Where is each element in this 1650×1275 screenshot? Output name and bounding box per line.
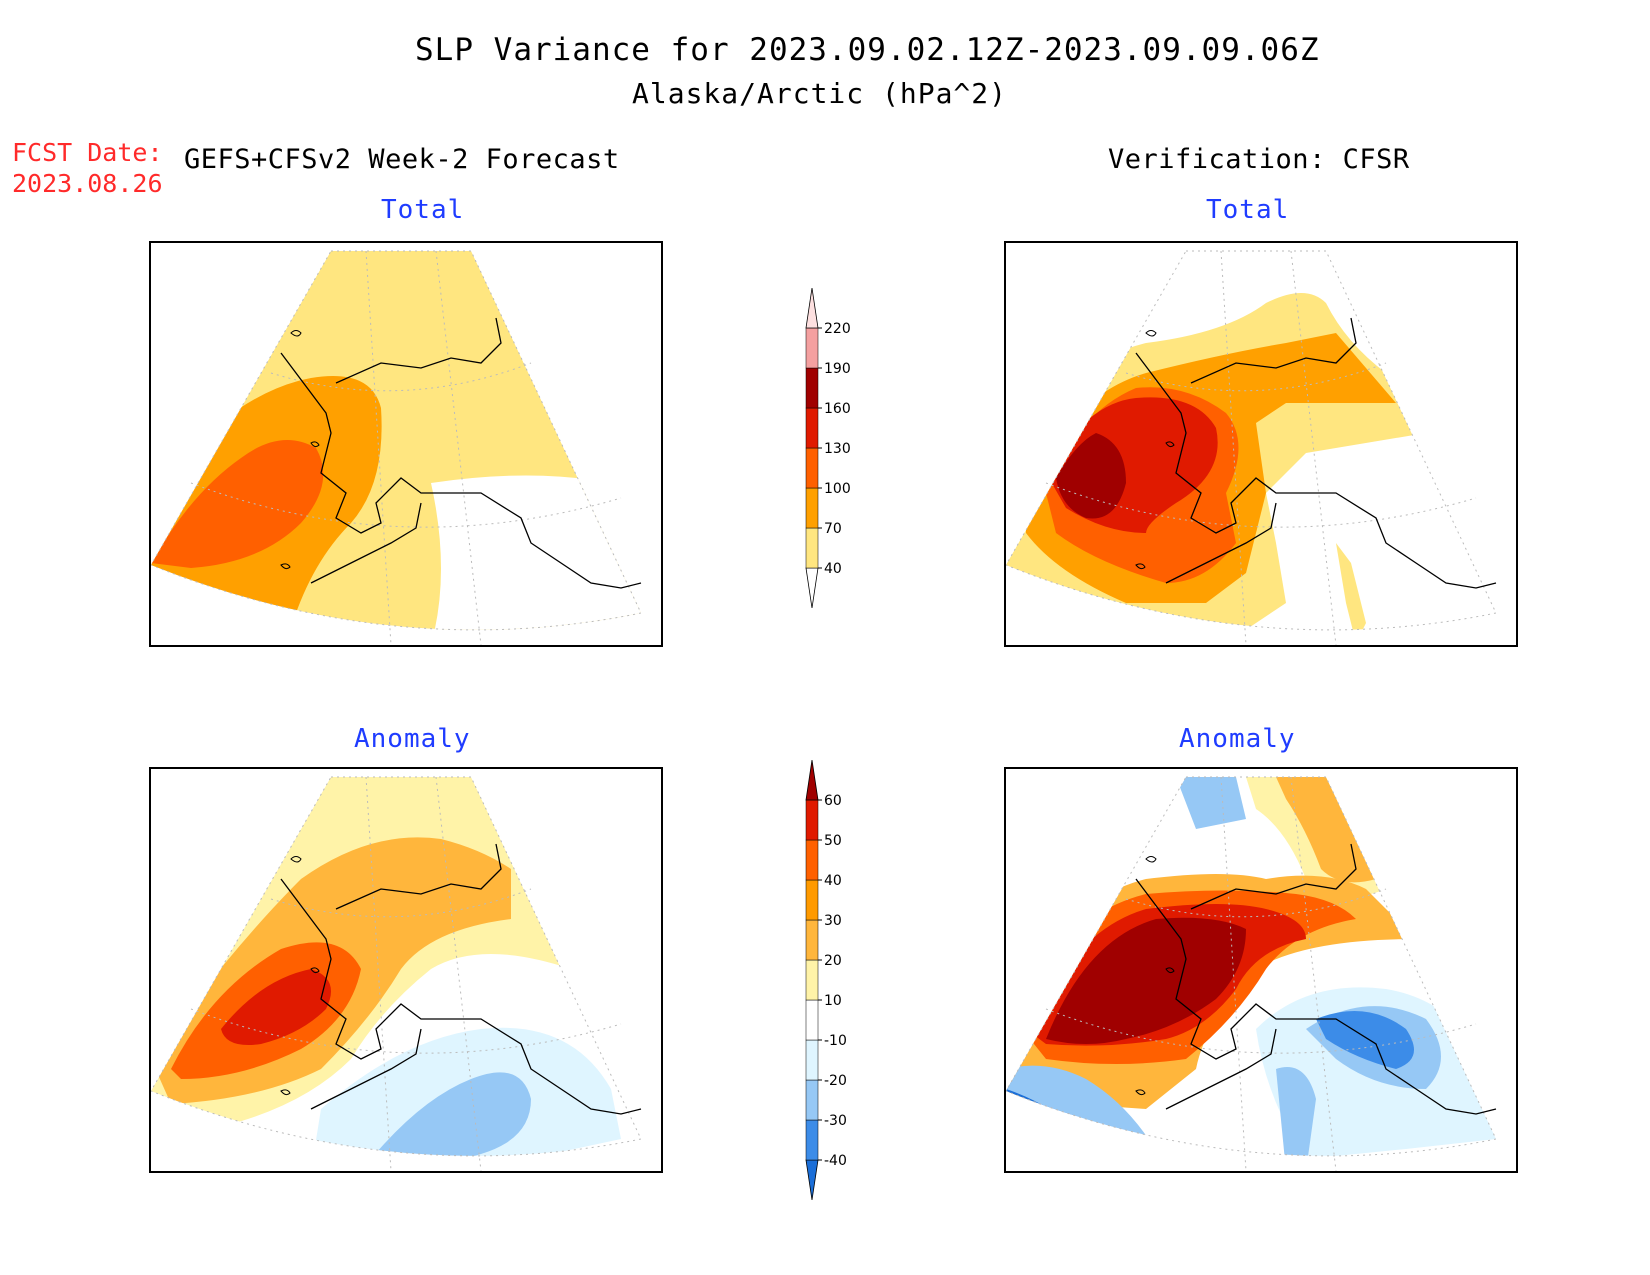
- colorbar-segment: [805, 527, 819, 569]
- forecast-anomaly-map: [149, 767, 663, 1173]
- verification-anomaly-title: Anomaly: [1179, 724, 1296, 754]
- colorbar-label: -10: [824, 1033, 847, 1049]
- colorbar-label: 160: [824, 401, 851, 417]
- colorbar-label: 60: [824, 793, 842, 809]
- colorbar-label: -30: [824, 1113, 847, 1129]
- verification-total-title: Total: [1206, 195, 1290, 225]
- colorbar-segment: [805, 1079, 819, 1121]
- colorbar-label: 190: [824, 361, 851, 377]
- colorbar-segment: [805, 799, 819, 841]
- colorbar-segment: [805, 447, 819, 489]
- anomaly-colorbar: -40 -30 -20 -10 10 20 30 40 50 60: [805, 759, 847, 1201]
- colorbar-label: 40: [824, 873, 842, 889]
- colorbar-segment: [805, 487, 819, 529]
- colorbar-tip-high: [805, 287, 819, 329]
- forecast-anomaly-title: Anomaly: [354, 724, 471, 754]
- verification-total-map: [1004, 241, 1518, 647]
- colorbar-segment: [805, 839, 819, 881]
- verification-header: Verification: CFSR: [1108, 144, 1410, 175]
- colorbar-label: 20: [824, 953, 842, 969]
- colorbar-segment: [805, 367, 819, 409]
- colorbar-label: 70: [824, 521, 842, 537]
- colorbar-tip-high: [805, 759, 819, 801]
- colorbar-label: 40: [824, 561, 842, 577]
- colorbar-label: 130: [824, 441, 851, 457]
- colorbar-tip-low: [805, 1159, 819, 1201]
- colorbar-label: -20: [824, 1073, 847, 1089]
- fcst-date-label: FCST Date:: [12, 138, 163, 167]
- colorbar-segment: [805, 879, 819, 921]
- colorbar-label: 100: [824, 481, 851, 497]
- forecast-total-map: [149, 241, 663, 647]
- colorbar-label: 10: [824, 993, 842, 1009]
- colorbar-segment: [805, 919, 819, 961]
- fcst-date-value: 2023.08.26: [12, 169, 163, 198]
- forecast-header: GEFS+CFSv2 Week-2 Forecast: [184, 144, 620, 175]
- colorbar-label: 220: [824, 321, 851, 337]
- forecast-total-title: Total: [381, 195, 465, 225]
- colorbar-segment: [805, 1119, 819, 1161]
- colorbar-segment: [805, 327, 819, 369]
- main-title: SLP Variance for 2023.09.02.12Z-2023.09.…: [415, 32, 1320, 68]
- colorbar-tip-low: [805, 567, 819, 609]
- colorbar-segment: [805, 959, 819, 1001]
- colorbar-label: -40: [824, 1153, 847, 1169]
- colorbar-label: 50: [824, 833, 842, 849]
- verification-anomaly-map: [1004, 767, 1518, 1173]
- colorbar-segment: [805, 1039, 819, 1081]
- subtitle: Alaska/Arctic (hPa^2): [632, 77, 1008, 110]
- total-colorbar: 40 70 100 130 160 190 220: [805, 287, 851, 609]
- colorbar-segment: [805, 407, 819, 449]
- colorbar-segment: [805, 999, 819, 1041]
- colorbar-label: 30: [824, 913, 842, 929]
